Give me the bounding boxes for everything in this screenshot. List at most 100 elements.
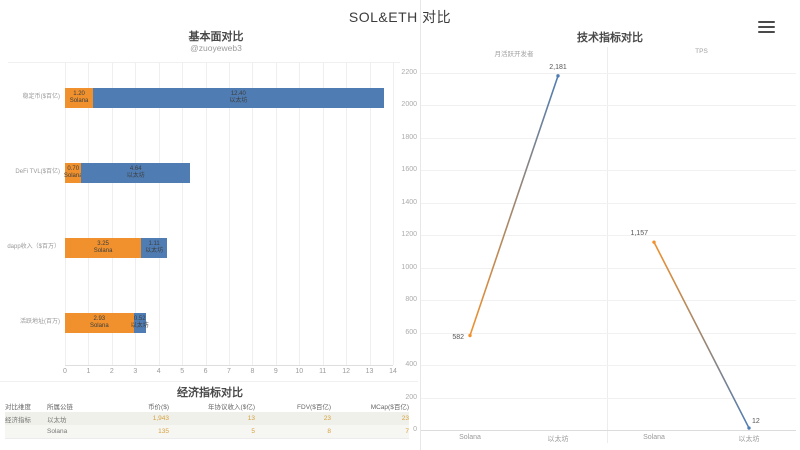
bar-category-label: 稳定币($百亿) [22, 94, 60, 100]
table-cell: Solana [47, 428, 68, 435]
table-header-row: 对比维度 所属公链 币价($) 年协议收入($亿) FDV($百亿) MCap($百亿) [5, 399, 409, 413]
bar-value-label: 1.11 [148, 240, 160, 247]
table-header-cell: 年协议收入($亿) [208, 403, 255, 411]
table-cell: 23 [323, 415, 331, 422]
bar-x-tick-label: 0 [63, 368, 67, 375]
line-gridline [421, 235, 796, 237]
table-cell: 5 [251, 428, 255, 435]
line-gridline [421, 202, 796, 204]
data-point-label: 1,157 [630, 230, 648, 238]
bar-segment-solana[interactable]: 1.20 Solana [65, 88, 94, 108]
bar-segment-ethereum[interactable]: 12.40 以太坊 [93, 88, 384, 108]
bar-x-tick-label: 2 [109, 368, 114, 375]
table-header-cell: FDV($百亿) [297, 403, 331, 411]
bar-segment-label: 1.11 以太坊 [145, 241, 163, 255]
panel-title: TPS [695, 48, 708, 55]
table-cell: 23 [401, 415, 409, 422]
bar-segment-solana[interactable]: 2.93 Solana [65, 313, 134, 333]
bar-category-label: DeFi TVL($百亿) [15, 169, 60, 175]
table-cell: 经济指标 [5, 416, 31, 424]
bar-segment-label: 3.25 Solana [94, 241, 113, 255]
line-x-tick-label: Solana [643, 434, 665, 441]
table-header-cell: MCap($百亿) [370, 403, 409, 411]
line-y-tick-label: 0 [413, 426, 417, 433]
table-cell: 13 [247, 415, 255, 422]
bar-gridline [205, 63, 207, 365]
data-point-label: 582 [452, 333, 464, 341]
table-cell: 7 [405, 428, 409, 435]
line-gridline [421, 300, 796, 302]
slope-line-TPS [653, 241, 750, 429]
line-y-tick-label: 800 [405, 296, 417, 304]
data-point-label: 2,181 [549, 63, 567, 71]
bar-series-label: 以太坊 [126, 173, 145, 179]
line-gridline [421, 397, 796, 399]
bar-segment-label: 4.64 以太坊 [127, 166, 145, 180]
table-title: 经济指标对比 [177, 387, 243, 399]
line-y-tick-label: 1600 [401, 166, 417, 174]
bar-x-tick-label: 7 [227, 368, 231, 375]
bar-series-label: Solana [63, 173, 83, 179]
bar-segment-label: 0.70 Solana [64, 166, 83, 180]
bar-x-axis-line [65, 365, 393, 366]
bar-gridline [88, 63, 90, 365]
bar-x-tick-label: 8 [250, 368, 255, 375]
line-gridline [421, 72, 796, 74]
table-header-cell: 所属公链 [47, 403, 73, 411]
line-gridline [421, 332, 796, 334]
line-y-tick-label: 1800 [401, 133, 417, 141]
bar-segment-ethereum[interactable]: 1.11 以太坊 [141, 238, 168, 258]
bar-series-label: 以太坊 [130, 323, 149, 329]
table-cell: 135 [158, 428, 169, 435]
bar-value-label: 4.64 [129, 165, 142, 172]
line-y-tick-label: 600 [405, 328, 417, 336]
line-y-tick-label: 2000 [401, 101, 417, 109]
table-row: Solana 135 5 8 7 [5, 425, 409, 439]
bar-x-tick-label: 6 [203, 368, 208, 375]
bar-gridline [229, 63, 230, 365]
line-y-tick-label: 200 [405, 393, 417, 401]
bar-value-label: 1.20 [73, 90, 85, 97]
bar-value-label: 0.70 [67, 165, 80, 172]
panel-divider [420, 0, 421, 450]
bar-gridline [346, 63, 348, 365]
bar-segment-label: 12.40 以太坊 [229, 91, 247, 105]
panel-title: 月活跃开发者 [494, 51, 534, 58]
bar-value-label: 2.93 [93, 315, 106, 322]
bar-gridline [65, 63, 66, 365]
menu-bar [758, 30, 775, 33]
slope-line-月活跃开发者 [469, 75, 559, 336]
bar-gridline [393, 63, 394, 365]
bar-x-tick-label: 4 [156, 368, 161, 375]
bar-segment-ethereum[interactable]: 0.52 以太坊 [131, 313, 149, 333]
bar-segment-label: 1.20 Solana [70, 91, 89, 105]
line-chart-title: 技术指标对比 [577, 32, 643, 44]
bar-segment-solana[interactable]: 3.25 Solana [65, 238, 142, 258]
bar-gridline [275, 63, 277, 365]
bar-x-tick-label: 13 [365, 368, 374, 375]
bar-segment-solana[interactable]: 0.70 Solana [64, 163, 83, 183]
table-cell: 以太坊 [47, 416, 67, 424]
data-point [556, 74, 560, 78]
bar-x-tick-label: 5 [180, 368, 185, 375]
bar-value-label: 12.40 [230, 90, 246, 97]
bar-segment-ethereum[interactable]: 4.64 以太坊 [81, 163, 191, 183]
bar-gridline [252, 63, 254, 365]
bar-gridline [299, 63, 301, 365]
data-point [652, 240, 656, 244]
line-gridline [421, 105, 796, 107]
bar-segment-label: 0.52 以太坊 [131, 316, 149, 330]
bar-series-label: Solana [93, 248, 113, 254]
page-title: SOL&ETH 对比 [348, 9, 452, 25]
bar-category-label: dapp收入（$百万） [7, 244, 60, 250]
bar-series-label: Solana [89, 323, 109, 329]
menu-bar [758, 25, 775, 29]
bar-value-label: 0.52 [133, 315, 146, 322]
hamburger-menu-icon[interactable] [758, 21, 775, 35]
line-y-tick-label: 1000 [401, 263, 417, 271]
line-x-tick-label: 以太坊 [738, 436, 760, 443]
bar-category-label: 活跃地址(百万) [20, 319, 60, 325]
line-gridline [421, 365, 796, 367]
